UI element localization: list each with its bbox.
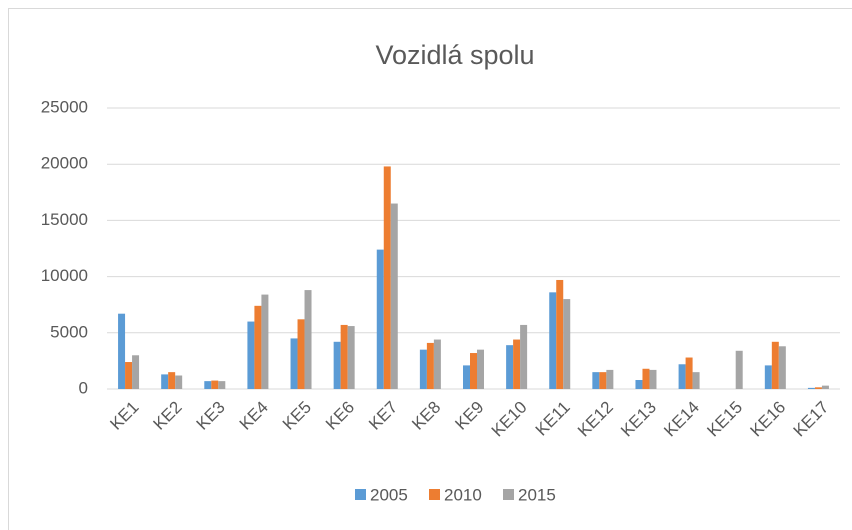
legend-swatch	[503, 489, 514, 500]
bar	[433, 339, 441, 389]
bar	[592, 372, 600, 389]
bar	[807, 387, 815, 389]
y-tick-label: 25000	[41, 97, 88, 116]
bar	[814, 387, 822, 389]
bar	[771, 341, 779, 389]
bar	[118, 313, 126, 389]
bar	[599, 372, 607, 389]
chart-border	[8, 8, 852, 530]
bar	[764, 365, 772, 389]
bar	[685, 357, 693, 389]
bar	[347, 326, 355, 389]
bar	[211, 380, 219, 389]
bar	[563, 299, 571, 389]
bar	[204, 381, 212, 389]
bar	[463, 365, 470, 389]
bar	[635, 380, 643, 389]
bar	[340, 324, 348, 389]
bar	[821, 385, 829, 389]
bar	[376, 249, 384, 389]
bar	[513, 339, 521, 389]
bar	[297, 319, 305, 389]
bar	[649, 369, 657, 389]
bar	[692, 372, 700, 389]
bar	[426, 342, 434, 389]
bar	[254, 305, 262, 389]
bar	[642, 368, 650, 389]
bar	[506, 345, 514, 389]
bar	[304, 290, 312, 389]
bar	[125, 362, 133, 389]
bar	[383, 166, 391, 389]
legend-swatch	[355, 489, 366, 500]
legend-label: 2015	[518, 485, 556, 504]
bar	[290, 338, 298, 389]
bar	[390, 203, 398, 389]
bar	[556, 279, 564, 389]
bar	[247, 321, 255, 389]
bar	[778, 346, 786, 389]
legend-label: 2010	[444, 485, 482, 504]
legend-swatch	[429, 489, 440, 500]
bar	[218, 381, 226, 389]
y-tick-label: 20000	[41, 154, 88, 173]
y-tick-label: 5000	[50, 322, 88, 341]
y-tick-label: 0	[79, 378, 88, 397]
bar	[132, 355, 140, 389]
bar	[261, 294, 269, 389]
chart-title: Vozidlá spolu	[375, 40, 534, 70]
bar	[161, 374, 169, 389]
bar	[520, 324, 528, 389]
bar	[175, 375, 183, 389]
bar	[470, 353, 477, 389]
bar	[333, 341, 341, 389]
bar	[678, 364, 686, 389]
y-tick-label: 10000	[41, 266, 88, 285]
bar	[549, 292, 557, 389]
bar	[168, 372, 176, 389]
bar	[735, 350, 743, 389]
y-tick-label: 15000	[41, 210, 88, 229]
bar	[606, 369, 614, 389]
legend-label: 2005	[370, 485, 408, 504]
bar	[477, 349, 484, 389]
bar	[419, 349, 427, 389]
